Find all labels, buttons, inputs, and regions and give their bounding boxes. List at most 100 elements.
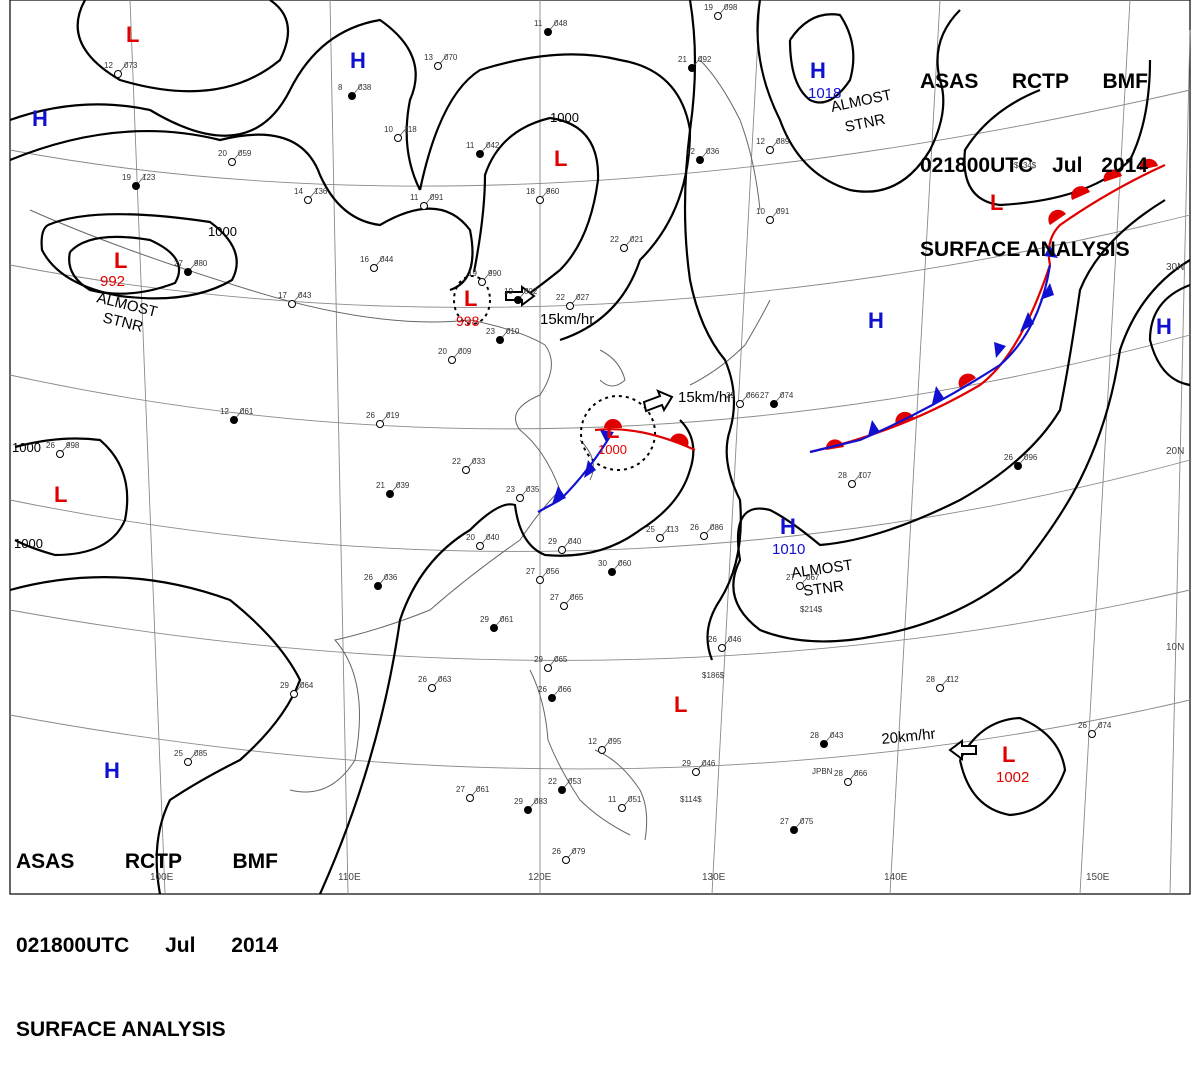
station-temp: 12: [220, 407, 229, 416]
station-plot: 26 046: [708, 635, 742, 652]
station-pressure: 048: [554, 19, 568, 28]
station-circle: [386, 490, 394, 498]
station-pressure: 010: [506, 327, 520, 336]
station-pressure: 036: [706, 147, 720, 156]
station-circle: [796, 582, 804, 590]
station-temp: 22: [548, 777, 557, 786]
station-plot: 26 019: [366, 411, 400, 428]
station-temp: 21: [376, 481, 385, 490]
station-circle: [558, 546, 566, 554]
station-plot: 26 086: [690, 523, 724, 540]
station-plot: 22 027: [556, 293, 590, 310]
station-circle: [562, 856, 570, 864]
station-temp: 16: [360, 255, 369, 264]
station-pressure: 123: [142, 173, 156, 182]
header-line-1: ASAS RCTP BMF: [16, 848, 278, 876]
station-temp: 23: [506, 485, 515, 494]
header-year: 2014: [1101, 154, 1148, 177]
station-pressure: 083: [534, 797, 548, 806]
station-circle: [230, 416, 238, 424]
station-plot: 28 112: [926, 675, 959, 692]
low-center-value: 992: [100, 273, 125, 290]
low-center: L: [990, 190, 1003, 215]
high-center: H: [32, 106, 48, 131]
station-temp: 17: [278, 291, 287, 300]
station-circle: [536, 196, 544, 204]
station-pressure: 066: [558, 685, 572, 694]
station-circle: [536, 576, 544, 584]
station-pressure: 112: [946, 675, 959, 684]
station-plot: 29 065: [534, 655, 568, 672]
station-plot: 19 990: [468, 269, 502, 286]
station-circle: [448, 356, 456, 364]
station-pressure: 980: [194, 259, 208, 268]
isobar-label: 1000: [12, 440, 41, 455]
station-pressure: 074: [1098, 721, 1112, 730]
station-pressure: 098: [724, 3, 738, 12]
station-pressure: 021: [630, 235, 644, 244]
header-line-2: 021800UTC Jul 2014: [16, 932, 278, 960]
station-plot: 28 066: [834, 769, 868, 786]
station-pressure: 040: [568, 537, 582, 546]
weather-map: 1000 1000 1000 1000 1000 L H H L 992 L L…: [9, 0, 1191, 895]
station-plot: 21 039: [376, 481, 410, 498]
station-plot: 29 046: [682, 759, 716, 776]
pressure-centers: L H H L 992 L L 998 H 1018 L H H L L H 1…: [32, 22, 1172, 786]
station-plot: 27 075: [780, 817, 814, 834]
station-temp: 10: [384, 125, 393, 134]
station-plot: 23 035: [506, 485, 540, 502]
station-extra: $434$: [1014, 161, 1037, 170]
station-plot: 20 059: [218, 149, 252, 166]
station-temp: 22: [452, 457, 461, 466]
header-time: 021800UTC: [920, 154, 1034, 177]
station-circle: [496, 336, 504, 344]
station-plot: 12 073: [104, 61, 138, 78]
station-plot: 26 066: [538, 685, 572, 702]
station-temp: 27: [550, 593, 559, 602]
station-pressure: 073: [124, 61, 138, 70]
header-top: ASAS RCTP BMF 021800UTC Jul 2014 SURFACE…: [920, 12, 1148, 292]
motion-speed-label: 15km/hr: [678, 389, 732, 406]
station-plot: 12 036: [686, 147, 720, 164]
station-pressure: 091: [776, 207, 790, 216]
station-plot: 27 061: [456, 785, 490, 802]
low-center: L: [674, 692, 687, 717]
station-plot: 27 056: [526, 567, 560, 584]
station-circle: [714, 12, 722, 20]
station-circle: [766, 146, 774, 154]
motion-speed-label: 20km/hr: [881, 725, 937, 748]
station-temp: 26: [552, 847, 561, 856]
station-pressure: 061: [500, 615, 514, 624]
station-temp: 27: [456, 785, 465, 794]
header-bottom: ASAS RCTP BMF 021800UTC Jul 2014 SURFACE…: [16, 792, 278, 1072]
station-circle: [790, 826, 798, 834]
station-plot: 29 066: [726, 391, 760, 408]
station-plot: 29 061: [480, 615, 514, 632]
low-center: L: [1002, 742, 1015, 767]
station-plot: 14 136: [294, 187, 328, 204]
station-temp: 25: [174, 749, 183, 758]
station-temp: 29: [682, 759, 691, 768]
cold-front: [537, 246, 1058, 513]
station-plot: 19 123: [122, 173, 156, 190]
station-circle: [844, 778, 852, 786]
station-temp: 26: [418, 675, 427, 684]
station-pressure: 066: [854, 769, 868, 778]
station-circle: [608, 568, 616, 576]
high-center: H: [104, 758, 120, 783]
station-plot: 12 095: [588, 737, 622, 754]
station-temp: 10: [756, 207, 765, 216]
station-temp: 29: [280, 681, 289, 690]
station-pressure: 074: [780, 391, 794, 400]
motion-labels: 15km/hr 15km/hr 20km/hr: [540, 311, 936, 748]
coastlines: [29, 59, 771, 841]
low-center: L: [54, 482, 67, 507]
header-agency: ASAS: [920, 70, 979, 93]
station-circle: [514, 296, 522, 304]
station-temp: 28: [834, 769, 843, 778]
station-circle: [114, 70, 122, 78]
station-circle: [566, 302, 574, 310]
station-temp: 28: [838, 471, 847, 480]
station-temp: 19: [704, 3, 713, 12]
station-pressure: 043: [830, 731, 844, 740]
